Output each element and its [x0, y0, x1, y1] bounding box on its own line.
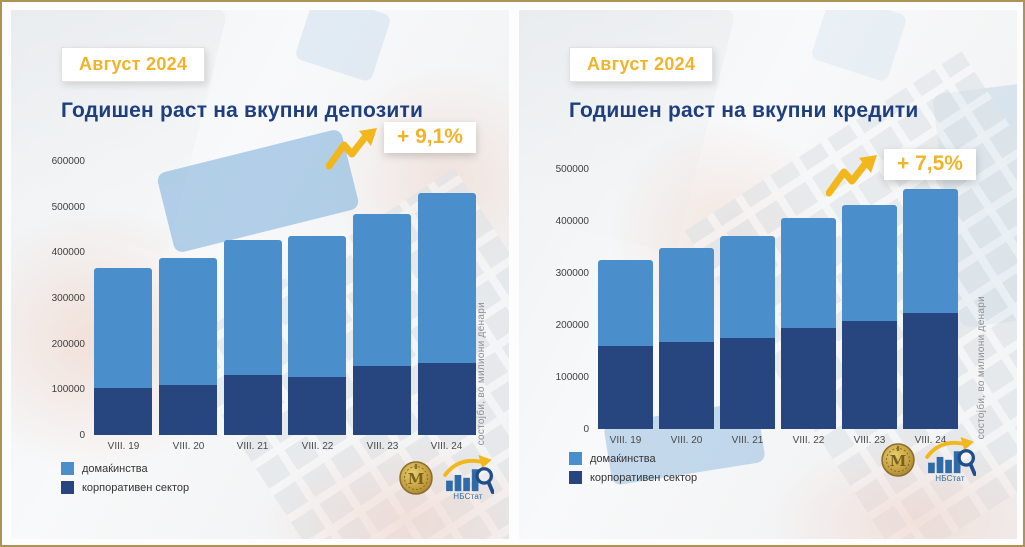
bar-chart-credits: 0 100000 200000 300000 400000 500000 VIII. 19 V…	[556, 164, 961, 446]
y-tick-label: 300000	[51, 293, 85, 304]
nbstat-logo-icon	[925, 436, 976, 476]
legend-swatch	[61, 462, 74, 475]
bar-segment-corporate	[903, 312, 958, 429]
growth-badge-value: + 9,1%	[397, 125, 463, 148]
legend-item: корпоративен сектор	[569, 471, 697, 484]
legend-swatch	[569, 452, 582, 465]
bar-segment-households	[159, 258, 217, 385]
x-category-label: VIII. 22	[301, 441, 334, 452]
legend-swatch	[569, 471, 582, 484]
bar-segment-corporate	[659, 342, 714, 429]
y-tick-label: 500000	[555, 164, 589, 175]
page-title: Годишен раст на вкупни кредити	[569, 99, 919, 122]
x-category-label: VIII. 24	[914, 435, 947, 446]
y-tick-label: 600000	[51, 156, 85, 167]
x-category-label: VIII. 23	[853, 435, 886, 446]
growth-arrow-icon	[826, 155, 877, 197]
x-category-label: VIII. 21	[236, 441, 269, 452]
x-category-label: VIII. 19	[107, 441, 140, 452]
axis-unit-note: состојби, во милиони денари	[976, 295, 987, 439]
svg-text:M: M	[890, 452, 907, 470]
x-category-label: VIII. 22	[792, 435, 825, 446]
legend-item: домаќинства	[569, 452, 697, 465]
nbstat-logo-label: НБСтат	[935, 474, 965, 483]
growth-arrow-icon	[326, 128, 377, 170]
legend-item: домаќинства	[61, 462, 189, 475]
date-chip: Август 2024	[569, 47, 714, 82]
bar-segment-corporate	[159, 384, 217, 435]
svg-text:M: M	[408, 470, 425, 488]
nbstat-logo: НБСтат	[924, 436, 976, 483]
y-tick-label: 200000	[51, 338, 85, 350]
bar-segment-households	[94, 267, 152, 389]
growth-badge: + 7,5%	[884, 149, 976, 180]
legend-label: домаќинства	[82, 462, 148, 475]
legend-label: корпоративен сектор	[590, 471, 698, 484]
nbstat-logo: НБСтат	[442, 454, 494, 501]
legend-label: домаќинства	[590, 452, 656, 465]
x-category-label: VIII. 24	[430, 441, 463, 452]
bar-segment-households	[903, 188, 958, 313]
bar-segment-corporate	[94, 388, 152, 435]
date-chip-label: Август 2024	[587, 54, 696, 74]
y-tick-label: 400000	[555, 216, 589, 227]
date-chip: Август 2024	[61, 47, 206, 82]
legend-item: корпоративен сектор	[61, 481, 189, 494]
growth-indicator: + 9,1%	[326, 122, 476, 172]
bar-segment-corporate	[781, 328, 836, 429]
panel-credits: Август 2024 Годишен раст на вкупни креди…	[519, 10, 1017, 539]
growth-indicator: + 7,5%	[826, 149, 976, 199]
bar-segment-corporate	[842, 320, 897, 429]
bar-segment-corporate	[224, 375, 282, 435]
bar-segment-households	[353, 213, 411, 366]
bar-segment-corporate	[598, 345, 653, 429]
bar-segment-households	[224, 239, 282, 376]
x-category-label: VIII. 20	[172, 441, 205, 452]
panel-deposits: Август 2024 Годишен раст на вкупни депоз…	[11, 10, 509, 539]
bar-segment-households	[288, 235, 346, 378]
y-tick-label: 0	[583, 424, 589, 435]
x-category-label: VIII. 21	[731, 435, 764, 446]
legend-label: корпоративен сектор	[82, 481, 190, 494]
y-tick-label: 200000	[555, 320, 589, 331]
date-chip-label: Август 2024	[79, 54, 188, 74]
y-tick-label: 500000	[51, 201, 85, 213]
y-tick-label: 100000	[51, 384, 85, 396]
page-title: Годишен раст на вкупни депозити	[61, 99, 424, 122]
nbstat-logo-icon	[443, 454, 494, 494]
bar-segment-households	[598, 260, 653, 346]
bar-segment-corporate	[418, 362, 476, 435]
bar-segment-households	[781, 218, 836, 329]
chart-legend: домаќинства корпоративен сектор	[569, 452, 697, 484]
bar-chart-deposits: 0 100000 200000 300000 400000 500000 600000 VII…	[52, 156, 479, 452]
logos: M НБСтат	[399, 454, 494, 501]
y-tick-label: 400000	[51, 247, 85, 259]
growth-badge-value: + 7,5%	[897, 152, 963, 175]
bar-segment-households	[418, 193, 476, 363]
axis-unit-note: состојби, во милиони денари	[476, 301, 487, 445]
nbstat-logo-label: НБСтат	[453, 492, 483, 501]
growth-badge: + 9,1%	[384, 122, 476, 153]
y-tick-label: 0	[79, 430, 85, 441]
bar-segment-households	[659, 247, 714, 343]
y-tick-label: 100000	[555, 372, 589, 383]
nbrm-coin-logo: M	[399, 460, 433, 495]
logos: M НБСтат	[881, 436, 976, 483]
bar-segment-households	[720, 236, 775, 338]
card-photo-decor	[810, 10, 908, 83]
bar-segment-corporate	[288, 377, 346, 435]
card-photo-decor	[294, 10, 392, 83]
bar-segment-corporate	[720, 338, 775, 429]
x-category-label: VIII. 19	[609, 435, 642, 446]
bar-segment-corporate	[353, 365, 411, 435]
x-category-label: VIII. 23	[366, 441, 399, 452]
x-category-label: VIII. 20	[670, 435, 703, 446]
legend-swatch	[61, 481, 74, 494]
y-tick-label: 300000	[555, 268, 589, 279]
bar-segment-households	[842, 205, 897, 321]
nbrm-coin-logo: M	[881, 442, 915, 477]
chart-legend: домаќинства корпоративен сектор	[61, 462, 189, 494]
